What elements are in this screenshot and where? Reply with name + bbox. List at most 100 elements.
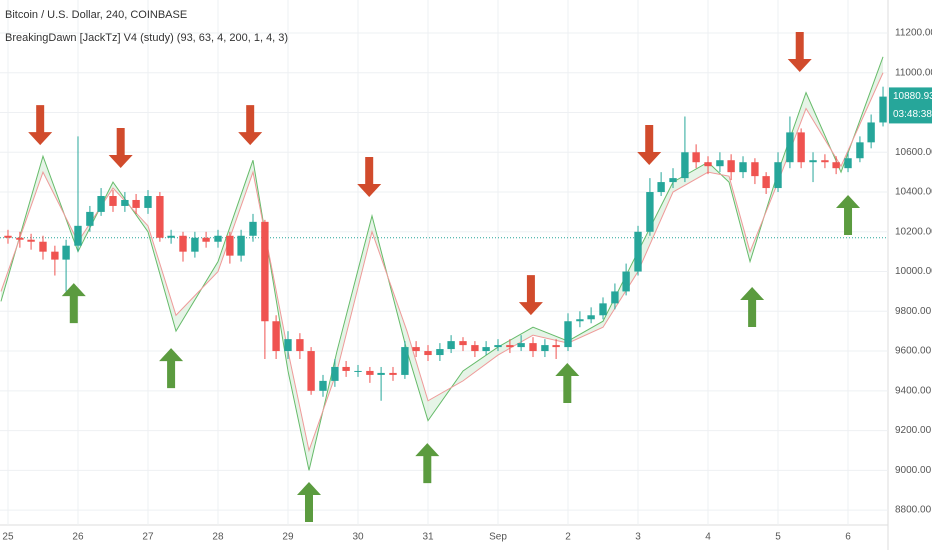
- y-tick-label: 9400.00: [895, 385, 932, 396]
- candle-body: [284, 339, 292, 352]
- y-tick-label: 9200.00: [895, 425, 932, 436]
- sell-arrow: [108, 127, 133, 168]
- x-tick-label: 31: [422, 532, 434, 543]
- candle-body: [867, 122, 875, 143]
- candle-body: [646, 192, 654, 232]
- buy-arrow: [296, 482, 321, 523]
- candle-body: [634, 231, 642, 272]
- band-line: [0, 56, 884, 471]
- candle-body: [121, 199, 129, 206]
- sell-arrow: [357, 156, 382, 197]
- candle-body: [529, 343, 537, 352]
- candle-body: [716, 160, 724, 167]
- candle-body: [377, 372, 385, 375]
- candle-body: [506, 345, 514, 348]
- candle-body: [167, 235, 175, 238]
- candle-body: [599, 303, 607, 316]
- candle-body: [564, 321, 572, 348]
- candle-body: [86, 211, 94, 226]
- candle-body: [786, 132, 794, 163]
- candle-body: [179, 235, 187, 252]
- candle-body: [4, 235, 12, 238]
- candle-body: [622, 271, 630, 292]
- candle-body: [751, 162, 759, 177]
- candle-body: [249, 221, 257, 236]
- candle-body: [74, 225, 82, 246]
- candle-body: [296, 339, 304, 352]
- candle-body: [494, 345, 502, 348]
- x-tick-label: 5: [775, 532, 781, 543]
- buy-arrow: [836, 195, 861, 236]
- sell-arrow: [28, 105, 53, 146]
- candle-body: [611, 291, 619, 304]
- candle-body: [156, 196, 164, 238]
- last-price-tag: [889, 87, 932, 124]
- chart-title: Bitcoin / U.S. Dollar, 240, COINBASE: [5, 9, 187, 21]
- candle-body: [424, 351, 432, 356]
- candle-body: [482, 347, 490, 352]
- candle-body: [342, 366, 350, 371]
- x-tick-label: 2: [565, 532, 571, 543]
- candle-body: [202, 237, 210, 242]
- candle-body: [366, 370, 374, 375]
- candle-body: [27, 239, 35, 242]
- candle-body: [214, 235, 222, 242]
- y-tick-label: 8800.00: [895, 505, 932, 516]
- x-tick-label: 3: [635, 532, 641, 543]
- x-tick-label: 27: [142, 532, 154, 543]
- sell-arrow: [637, 124, 662, 165]
- candle-body: [739, 162, 747, 173]
- candle-body: [471, 345, 479, 352]
- x-tick-label: Sep: [489, 532, 507, 543]
- candle-body: [459, 341, 467, 346]
- candle-body: [447, 341, 455, 350]
- x-tick-label: 28: [212, 532, 224, 543]
- candle-body: [97, 196, 105, 212]
- candle-body: [879, 96, 887, 123]
- y-tick-label: 10600.00: [895, 147, 932, 158]
- candle-body: [331, 366, 339, 381]
- candle-body: [576, 319, 584, 322]
- candle-body: [436, 349, 444, 356]
- candle-body: [62, 245, 70, 260]
- y-tick-label: 10200.00: [895, 226, 932, 237]
- candle-body: [261, 221, 269, 322]
- band-line: [0, 72, 884, 453]
- y-tick-label: 11000.00: [895, 67, 932, 78]
- candle-body: [762, 176, 770, 189]
- candle-body: [809, 160, 817, 163]
- candle-body: [412, 347, 420, 352]
- x-tick-label: 26: [72, 532, 84, 543]
- candle-body: [727, 160, 735, 173]
- candle-body: [226, 235, 234, 256]
- candle-body: [681, 152, 689, 179]
- buy-arrow: [415, 443, 440, 484]
- x-tick-label: 25: [2, 532, 14, 543]
- buy-arrow: [555, 362, 580, 403]
- sell-arrow: [518, 275, 543, 316]
- candle-body: [552, 345, 560, 348]
- y-tick-label: 9000.00: [895, 465, 932, 476]
- sell-arrow: [787, 31, 812, 72]
- y-tick-label: 9800.00: [895, 306, 932, 317]
- candle-body: [191, 237, 199, 252]
- buy-arrow: [159, 348, 184, 389]
- candle-body: [401, 347, 409, 375]
- x-tick-label: 6: [845, 532, 851, 543]
- candle-body: [144, 196, 152, 208]
- y-tick-label: 9600.00: [895, 346, 932, 357]
- candle-body: [774, 162, 782, 189]
- candle-body: [389, 372, 397, 375]
- sell-arrow: [238, 105, 263, 146]
- last-price-label: 10880.93: [893, 91, 932, 102]
- y-tick-label: 10400.00: [895, 187, 932, 198]
- candle-body: [51, 251, 59, 260]
- candle-body: [844, 158, 852, 169]
- y-tick-label: 10000.00: [895, 266, 932, 277]
- candle-body: [692, 152, 700, 163]
- candle-body: [832, 162, 840, 169]
- candle-body: [657, 182, 665, 193]
- study-title: BreakingDawn [JackTz] V4 (study) (93, 63…: [5, 32, 288, 44]
